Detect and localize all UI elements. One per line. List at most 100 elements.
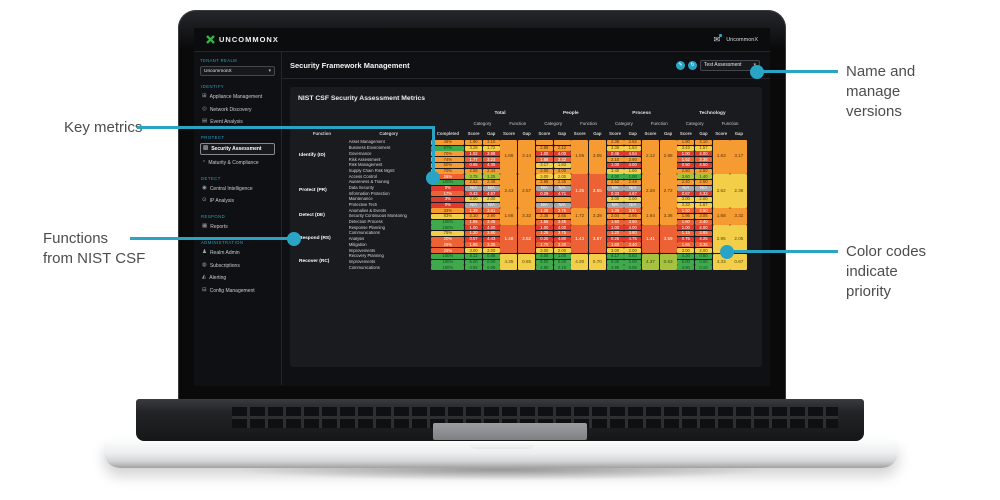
score-cell: 1.00 [553,253,571,259]
callout-connector [432,126,435,174]
score-cell: 0.67 [677,191,695,197]
subheader: Function [721,120,739,126]
assessment-select-value: Test Assessment [704,62,742,68]
function-gap-cell: 0.67 [730,253,748,271]
function-label: Identify (ID) [299,153,326,159]
column-header: Score [679,131,692,137]
sidebar-item-ip-analysis[interactable]: ⊙ IP Analysis [200,196,275,206]
score-cell: 1.67 [695,202,712,208]
completed-cell: 3% [431,196,465,202]
config-management-icon: ⊟ [202,286,207,293]
subheader: Category [614,120,633,126]
category-label: Business Environment [348,145,391,151]
score-cell: 4.00 [553,225,571,231]
score-cell: 3.75 [553,231,571,237]
tenant-select[interactable]: UncommonX ▾ [200,66,275,76]
sidebar: TENANT REALM UncommonX ▾ IDENTIFY ⊞ Applia… [194,52,282,385]
sidebar-item-label: Central Intelligence [209,185,253,192]
score-cell: 1.72 [482,145,500,151]
brand-text: UNCOMMONX [219,35,279,44]
score-cell: 1.77 [465,157,483,163]
tenant-select-value: UncommonX [204,68,232,74]
sidebar-item-maturity-compliance[interactable]: ◔ Maturity & Compliance [200,158,275,168]
score-cell: 1.00 [624,174,642,180]
score-cell: 0.00 [482,259,500,265]
score-cell: 4.43 [482,236,500,242]
score-cell: 3.00 [535,248,553,254]
column-header: Gap [522,131,531,137]
score-cell: 2.90 [624,157,642,163]
completed-cell: 100% [431,225,465,231]
score-cell: 3.61 [482,208,500,214]
callout-connector [130,237,292,240]
score-cell: 1.00 [606,162,624,168]
score-cell: 2.48 [624,179,642,185]
score-cell: N/A [553,202,571,208]
completed-cell: 83% [431,214,465,219]
sidebar-item-security-assessment[interactable]: ▧ Security Assessment [200,143,275,155]
completed-cell: 25% [431,248,465,254]
sidebar-item-label: Security Assessment [211,146,262,152]
sidebar-item-config-management[interactable]: ⊟ Config Management [200,286,275,296]
score-cell: 2.52 [465,179,483,185]
sidebar-item-event-analysis[interactable]: ▤ Event Analysis [200,117,275,127]
function-score-cell: 4.30 [571,253,589,271]
score-cell: 3.40 [624,242,642,248]
function-gap-cell: 0.65 [518,253,536,271]
score-cell: 2.40 [677,179,695,185]
sidebar-section-label: RESPOND [201,214,226,219]
sidebar-item-appliance-management[interactable]: ⊞ Appliance Management [200,92,275,102]
sidebar-item-reports[interactable]: ▦ Reports [200,222,275,232]
sidebar-item-network-discovery[interactable]: ◎ Network Discovery [200,105,275,115]
sidebar-item-realm-admin[interactable]: ♟ Realm Admin [200,248,275,258]
score-cell: N/A [535,202,553,208]
page-title: Security Framework Management [290,60,410,70]
score-cell: 1.25 [482,174,500,180]
score-cell: 3.00 [465,248,483,254]
score-cell: 3.32 [553,157,571,163]
score-cell: 1.02 [465,151,483,157]
user-label[interactable]: UncommonX [726,36,758,43]
score-cell: 1.62 [677,157,695,163]
score-cell: 2.56 [465,168,483,174]
column-header: Score [644,131,657,137]
score-cell: 2.10 [465,214,483,219]
score-cell: 4.00 [624,162,642,168]
envelope-icon[interactable]: ✉ [713,33,723,44]
score-cell: N/A [677,185,695,191]
score-cell: 0.65 [465,162,483,168]
refresh-icon[interactable]: ↻ [688,60,697,70]
column-header: Score [715,131,728,137]
score-cell: 2.10 [606,157,624,163]
score-cell: 1.20 [606,231,624,237]
subheader: Category [473,120,492,126]
score-cell: 1.00 [465,225,483,231]
score-cell: 2.00 [482,248,500,254]
sidebar-item-central-intelligence[interactable]: ◉ Central Intelligence [200,184,275,194]
score-cell: 1.39 [606,208,624,214]
metrics-table: Total People Process Technology Category Func… [298,110,754,271]
metrics-panel: NIST CSF Security Assessment Metrics Tot… [290,87,762,367]
callout-line-text: manage [846,82,901,100]
column-header: Score [502,131,515,137]
edit-icon[interactable]: ✎ [676,60,685,70]
notification-badge [719,33,723,37]
score-cell: 1.60 [677,219,695,225]
sidebar-item-alerting[interactable]: ◭ Alerting [200,273,275,283]
function-score-cell: 4.35 [500,253,518,271]
function-gap-cell: 0.63 [659,253,677,271]
score-cell: 1.90 [465,140,483,146]
score-cell: 4.00 [624,225,642,231]
column-header: Gap [663,131,673,137]
sidebar-item-subscriptions[interactable]: ◍ Subscriptions [200,261,275,271]
category-label: Security Continuous Monitoring [348,214,407,219]
callout-line-text: indicate [846,262,898,280]
callout-line-text: versions [846,102,902,120]
uncommonx-logo-icon [206,35,215,44]
score-cell: 0.00 [553,259,571,265]
sidebar-item-label: Realm Admin [209,250,240,256]
function-score-cell: 1.35 [571,174,589,208]
function-gap-cell: 2.38 [730,174,748,208]
function-gap-cell: 3.57 [588,225,606,254]
callout-line-text: Color codes [846,243,927,260]
